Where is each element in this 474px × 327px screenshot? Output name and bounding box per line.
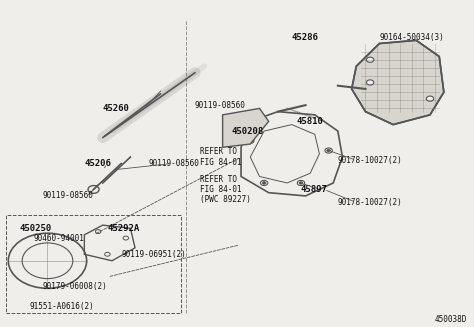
Text: 90179-06008(2): 90179-06008(2) [43,282,108,291]
Circle shape [297,181,305,185]
Text: REFER TO
FIG 84-01: REFER TO FIG 84-01 [200,147,241,167]
Text: 90460-94001: 90460-94001 [34,233,84,243]
Text: 90178-10027(2): 90178-10027(2) [338,156,402,165]
Text: 450208: 450208 [232,127,264,136]
Circle shape [246,138,254,144]
Polygon shape [352,40,444,125]
Text: 90164-50034(3): 90164-50034(3) [379,33,444,42]
Text: 91551-A0616(2): 91551-A0616(2) [29,302,94,311]
Circle shape [426,96,434,101]
Text: REFER TO
FIG 84-01
(PWC 89227): REFER TO FIG 84-01 (PWC 89227) [200,175,250,204]
Circle shape [260,181,268,185]
Circle shape [366,57,374,62]
Circle shape [325,148,332,153]
Circle shape [262,182,266,184]
Text: 90119-08560: 90119-08560 [195,101,246,110]
Text: 450250: 450250 [20,224,52,233]
Circle shape [327,149,330,152]
Circle shape [299,182,303,184]
Circle shape [248,140,252,142]
Text: 45286: 45286 [292,33,319,42]
Circle shape [366,80,374,85]
Text: 90119-06951(2): 90119-06951(2) [121,250,186,259]
Text: 45260: 45260 [103,104,130,113]
Text: 45810: 45810 [296,117,323,126]
Text: 90178-10027(2): 90178-10027(2) [338,198,402,207]
Text: 90119-08560: 90119-08560 [43,191,94,200]
Text: 90119-08560: 90119-08560 [149,159,200,168]
Text: 45292A: 45292A [108,224,140,233]
Text: 45897: 45897 [301,185,328,194]
Polygon shape [223,108,269,147]
Text: 450038D: 450038D [435,315,467,324]
Text: 45206: 45206 [84,159,111,168]
